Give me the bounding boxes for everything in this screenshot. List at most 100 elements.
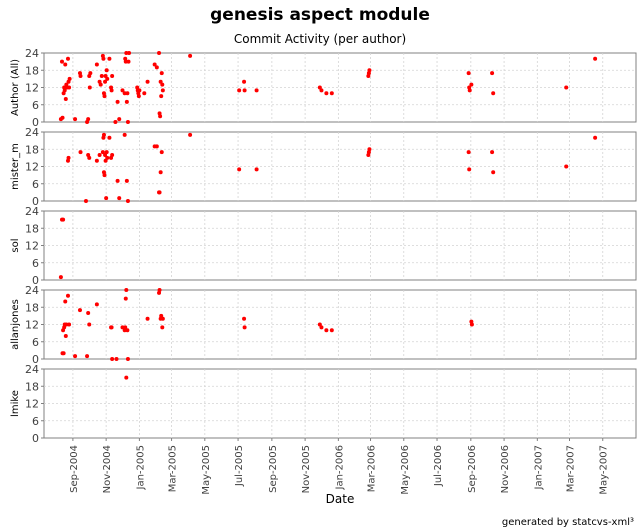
data-point [125, 357, 130, 361]
data-point [367, 68, 372, 73]
data-point [242, 88, 247, 93]
data-point [65, 293, 70, 298]
data-point [97, 153, 102, 157]
x-tick-label: Sep-2005 [268, 445, 279, 493]
y-tick-label: 12 [25, 161, 39, 174]
data-point [188, 132, 193, 137]
data-point [87, 155, 92, 160]
data-point [88, 71, 93, 76]
data-point [160, 82, 165, 87]
x-tick-label: Jul-2006 [433, 445, 444, 487]
data-point [105, 76, 110, 81]
x-tick-label: May-2005 [201, 445, 212, 495]
panel-ylabel: Author (All) [10, 59, 21, 116]
data-point [491, 91, 496, 96]
data-point [63, 334, 68, 338]
data-point [117, 117, 122, 122]
data-point [137, 88, 142, 93]
data-point [86, 311, 91, 315]
data-point [120, 88, 125, 93]
data-point [142, 91, 147, 96]
data-point [157, 288, 162, 292]
data-point [158, 170, 163, 175]
y-tick-label: 6 [32, 178, 39, 191]
data-point [87, 322, 92, 327]
data-point [242, 325, 247, 330]
data-point [160, 88, 165, 93]
data-point [63, 299, 68, 304]
y-tick-label: 6 [32, 99, 39, 112]
y-tick-label: 12 [25, 319, 39, 332]
data-point [67, 85, 72, 90]
data-point [237, 167, 242, 172]
data-point [110, 357, 115, 361]
y-tick-label: 12 [25, 240, 39, 253]
data-point [154, 144, 159, 149]
data-point [159, 94, 164, 99]
data-point [564, 164, 569, 169]
data-point [110, 74, 115, 78]
data-point [124, 288, 129, 292]
data-point [101, 132, 106, 137]
data-point [490, 150, 495, 155]
data-point [469, 82, 474, 87]
y-tick-label: 18 [25, 64, 39, 77]
x-axis-label: Date [326, 492, 355, 506]
data-point [105, 155, 110, 160]
data-point [65, 56, 70, 61]
y-tick-label: 24 [25, 126, 39, 139]
data-point [62, 88, 67, 93]
data-point [319, 325, 324, 330]
data-point [77, 308, 82, 313]
data-point [67, 322, 72, 327]
data-point [61, 351, 66, 356]
x-tick-label: Jan-2007 [533, 445, 544, 490]
data-point [467, 167, 472, 172]
data-point [98, 82, 103, 87]
data-point [124, 375, 129, 380]
y-tick-label: 12 [25, 82, 39, 95]
x-tick-label: Nov-2006 [500, 445, 511, 493]
data-point [100, 150, 105, 155]
data-point [102, 94, 107, 99]
x-tick-label: Mar-2007 [565, 445, 576, 492]
data-point [115, 99, 120, 104]
data-point [125, 120, 130, 124]
data-point [160, 316, 165, 321]
panel-ylabel: allanjones [10, 299, 21, 350]
data-point [101, 56, 106, 61]
chart-subtitle: Commit Activity (per author) [233, 32, 407, 46]
data-point [107, 135, 112, 140]
data-point [125, 328, 130, 333]
data-point [159, 71, 164, 76]
data-point [123, 325, 128, 330]
data-point [367, 147, 372, 152]
data-point [85, 354, 90, 359]
y-tick-label: 0 [32, 432, 39, 445]
x-tick-label: May-2006 [400, 445, 411, 495]
data-point [61, 217, 66, 222]
y-tick-label: 24 [25, 284, 39, 297]
data-point [152, 62, 157, 67]
data-point [59, 59, 64, 64]
data-point [78, 74, 83, 78]
panel-ylabel: lmike [10, 390, 21, 417]
data-point [113, 120, 118, 124]
data-point [593, 56, 598, 61]
data-point [242, 316, 247, 321]
panel-ylabel: sol [10, 238, 21, 252]
data-point [145, 79, 150, 84]
data-point [78, 150, 83, 155]
data-point [73, 117, 78, 122]
panel-ylabel: mister_m [10, 143, 21, 190]
x-tick-label: Jan-2006 [334, 445, 345, 490]
data-point [94, 158, 99, 163]
y-tick-label: 12 [25, 398, 39, 411]
x-tick-label: Mar-2006 [367, 445, 378, 492]
data-point [73, 354, 78, 359]
data-point [329, 91, 334, 96]
data-point [593, 135, 598, 140]
x-tick-label: May-2007 [599, 445, 610, 495]
data-point [94, 302, 99, 307]
x-tick-label: Jul-2005 [234, 445, 245, 487]
